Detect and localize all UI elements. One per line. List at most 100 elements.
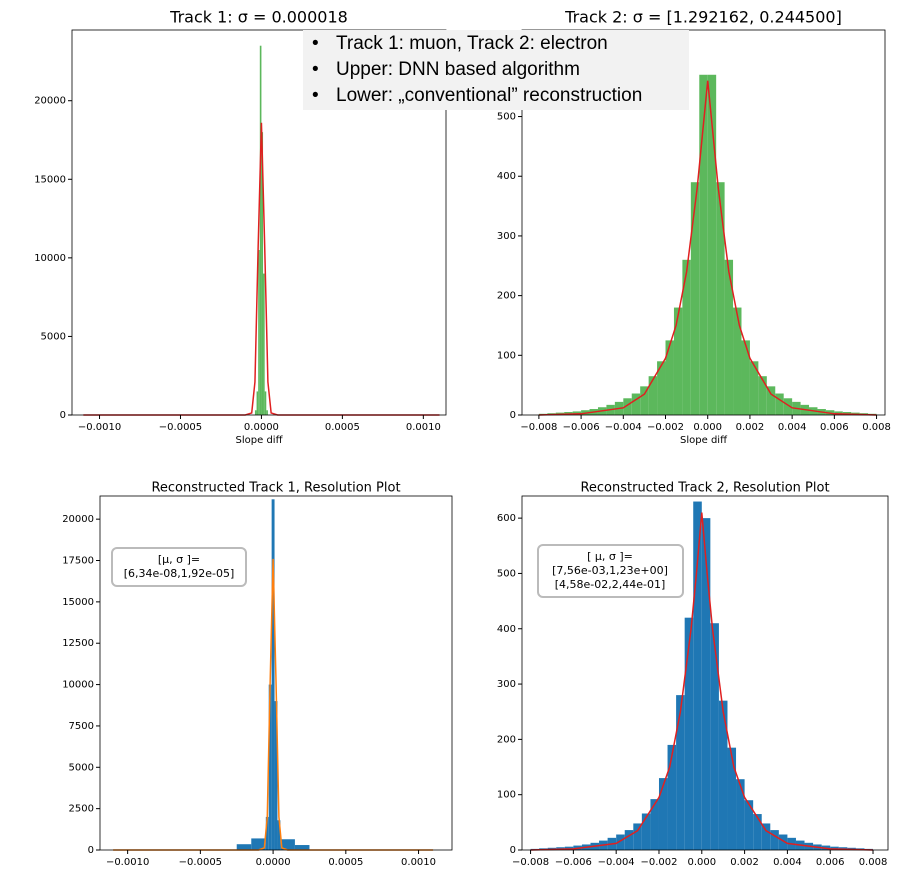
y-tick-label: 17500 <box>62 556 94 567</box>
y-tick-label: 10000 <box>62 680 94 691</box>
y-tick-label: 500 <box>497 112 516 123</box>
x-tick-label: −0.006 <box>555 857 592 868</box>
bullet: • <box>312 59 319 80</box>
chart-title: Track 1: σ = 0.000018 <box>169 8 348 27</box>
x-tick-label: 0.006 <box>816 857 845 868</box>
y-tick-label: 300 <box>497 231 516 242</box>
bar <box>761 823 771 850</box>
chart-title: Reconstructed Track 2, Resolution Plot <box>580 481 829 496</box>
fit-line <box>538 80 877 416</box>
x-tick-label: −0.002 <box>640 857 677 868</box>
bar <box>624 830 634 850</box>
y-tick-label: 200 <box>497 734 516 745</box>
bar <box>684 617 694 850</box>
annotation-box <box>111 547 247 587</box>
bar <box>724 259 734 415</box>
bar <box>650 799 659 850</box>
bar <box>733 307 742 415</box>
x-tick-label: 0.002 <box>730 857 759 868</box>
bar <box>271 499 275 850</box>
y-tick-label: 7500 <box>69 721 94 732</box>
bar <box>783 398 793 415</box>
bar <box>623 398 632 415</box>
bar <box>274 701 278 850</box>
bar <box>758 376 767 415</box>
x-tick-label: 0.0000 <box>256 857 291 868</box>
y-tick-label: 2500 <box>69 804 94 815</box>
y-tick-label: 5000 <box>41 331 66 342</box>
y-tick-label: 15000 <box>62 597 94 608</box>
bar <box>682 259 691 415</box>
y-tick-label: 500 <box>497 568 516 579</box>
x-tick-label: −0.0010 <box>106 857 149 868</box>
y-tick-label: 100 <box>497 790 516 801</box>
bar <box>736 779 745 850</box>
x-tick-label: −0.0010 <box>78 422 121 433</box>
bar <box>716 182 725 415</box>
x-tick-label: 0.000 <box>687 857 716 868</box>
bar <box>280 839 295 850</box>
x-tick-label: −0.008 <box>512 857 549 868</box>
bar <box>744 800 754 850</box>
overlay-text: Track 1: muon, Track 2: electron <box>336 33 608 54</box>
x-tick-label: 0.004 <box>778 422 807 433</box>
overlay-text: Lower: „conventional” reconstruction <box>336 85 642 106</box>
plot-frame <box>521 29 886 416</box>
x-tick-label: 0.0000 <box>244 422 279 433</box>
bar <box>261 132 264 415</box>
bar <box>778 834 788 850</box>
bar <box>693 501 702 850</box>
bar <box>268 684 272 850</box>
x-tick-label: 0.000 <box>693 422 722 433</box>
fit-line <box>83 122 440 416</box>
x-tick-label: 0.006 <box>820 422 849 433</box>
annotation-box <box>537 544 684 598</box>
y-tick-label: 400 <box>497 624 516 635</box>
overlay-box <box>303 30 689 110</box>
x-axis-label: Slope diff <box>680 435 728 446</box>
bar <box>658 778 668 850</box>
chart-title: Reconstructed Track 1, Resolution Plot <box>151 481 400 496</box>
bar <box>616 834 625 850</box>
bar <box>258 250 260 415</box>
y-tick-label: 400 <box>497 171 516 182</box>
bar <box>236 844 252 850</box>
x-tick-label: 0.0005 <box>325 422 360 433</box>
fit-line <box>113 558 434 851</box>
y-tick-label: 15000 <box>34 174 66 185</box>
bar <box>699 74 708 415</box>
annotation-text: [4,58e-02,2,44e-01] <box>555 578 666 591</box>
plot-frame <box>71 29 447 416</box>
x-tick-label: −0.0005 <box>179 857 222 868</box>
x-tick-label: 0.0010 <box>406 422 441 433</box>
bar <box>277 820 281 850</box>
bar <box>718 700 728 850</box>
bar <box>641 813 651 850</box>
x-tick-label: 0.008 <box>862 422 891 433</box>
x-tick-label: 0.0010 <box>401 857 436 868</box>
x-tick-label: 0.008 <box>859 857 888 868</box>
chart-title: Track 2: σ = [1.292162, 0.244500] <box>564 8 842 27</box>
bar <box>294 845 310 850</box>
bar <box>766 386 776 415</box>
y-tick-label: 0 <box>510 410 516 421</box>
y-tick-label: 5000 <box>69 762 94 773</box>
y-tick-label: 100 <box>497 350 516 361</box>
y-tick-label: 12500 <box>62 638 94 649</box>
bar <box>263 273 265 415</box>
plot-frame <box>99 495 453 851</box>
x-tick-label: −0.0005 <box>159 422 202 433</box>
bar <box>648 376 658 415</box>
y-tick-label: 0 <box>88 845 94 856</box>
plot-frame <box>521 495 889 851</box>
x-tick-label: −0.008 <box>520 422 557 433</box>
x-tick-label: −0.004 <box>605 422 642 433</box>
bar <box>264 391 267 415</box>
bullet: • <box>312 33 319 54</box>
bar <box>265 816 269 850</box>
overlay-text: Upper: DNN based algorithm <box>336 59 580 80</box>
y-tick-label: 200 <box>497 291 516 302</box>
annotation-text: [7,56e-03,1,23e+00] <box>552 564 668 577</box>
bar <box>665 340 674 415</box>
y-tick-label: 300 <box>497 679 516 690</box>
